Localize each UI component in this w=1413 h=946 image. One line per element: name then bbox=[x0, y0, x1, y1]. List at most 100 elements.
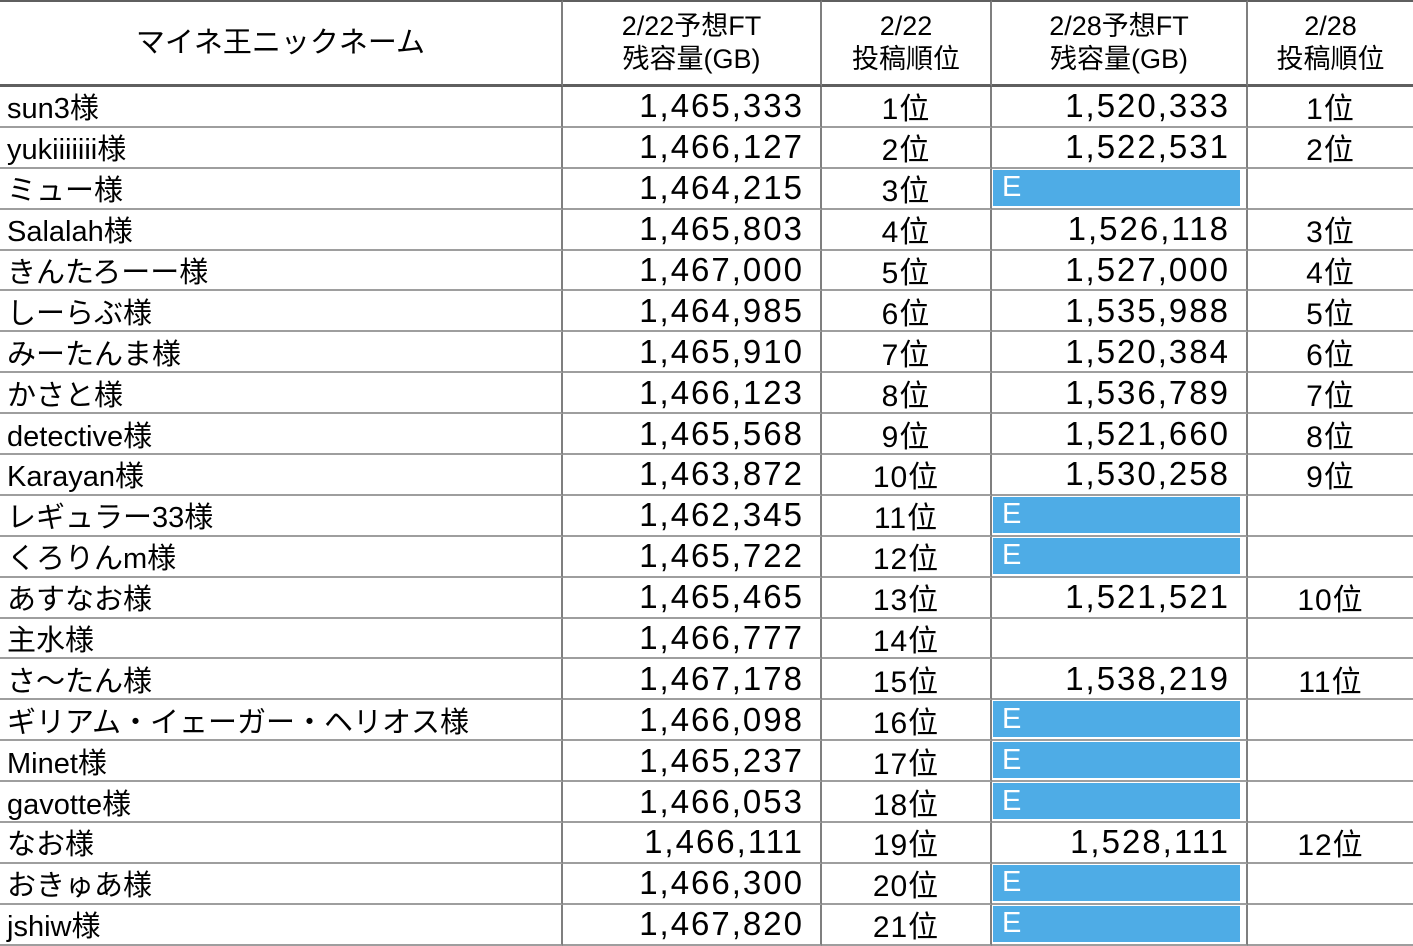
table-row: gavotte様 1,466,053 18位 E bbox=[0, 782, 1413, 824]
ft28-rank-cell bbox=[1248, 619, 1413, 660]
ft22-rank-cell: 6位 bbox=[822, 291, 992, 333]
nickname-cell: jshiw様 bbox=[0, 904, 563, 946]
ft22-rank-cell: 20位 bbox=[822, 863, 992, 905]
ft22-capacity-cell: 1,465,568 bbox=[563, 414, 822, 456]
ft22-rank-cell: 16位 bbox=[822, 700, 992, 742]
header-rank28: 2/28 投稿順位 bbox=[1248, 0, 1413, 87]
table-row: あすなお様 1,465,465 13位 1,521,521 10位 bbox=[0, 577, 1413, 619]
ft22-rank-cell: 8位 bbox=[822, 373, 992, 415]
nickname-cell: しーらぶ様 bbox=[0, 291, 563, 333]
header-ft22-line2: 残容量(GB) bbox=[622, 44, 761, 74]
ft28-rank-cell: 9位 bbox=[1248, 455, 1413, 496]
nickname-cell: みーたんま様 bbox=[0, 332, 563, 374]
table-row: なお様 1,466,111 19位 1,528,111 12位 bbox=[0, 823, 1413, 864]
header-ft28-capacity: 2/28予想FT 残容量(GB) bbox=[992, 0, 1248, 87]
ft22-rank-cell: 9位 bbox=[822, 414, 992, 456]
ft22-rank-cell: 12位 bbox=[822, 536, 992, 578]
ft22-capacity-cell: 1,467,000 bbox=[563, 250, 822, 292]
ft22-capacity-cell: 1,463,872 bbox=[563, 455, 822, 496]
ft22-capacity-cell: 1,466,098 bbox=[563, 700, 822, 742]
nickname-cell: ミュー様 bbox=[0, 168, 563, 210]
table-row: sun3様 1,465,333 1位 1,520,333 1位 bbox=[0, 87, 1413, 128]
nickname-cell: gavotte様 bbox=[0, 782, 563, 824]
header-rank28-line2: 投稿順位 bbox=[1276, 44, 1385, 74]
ft28-capacity-cell: E bbox=[992, 700, 1248, 742]
table-row: きんたろーー様 1,467,000 5位 1,527,000 4位 bbox=[0, 250, 1413, 292]
nickname-cell: ギリアム・イェーガー・ヘリオス様 bbox=[0, 700, 563, 742]
ft22-capacity-cell: 1,464,985 bbox=[563, 291, 822, 333]
header-rank28-line1: 2/28 bbox=[1304, 11, 1357, 41]
nickname-cell: なお様 bbox=[0, 823, 563, 864]
ft22-rank-cell: 21位 bbox=[822, 904, 992, 946]
ft28-capacity-cell: 1,536,789 bbox=[992, 373, 1248, 415]
table-body: sun3様 1,465,333 1位 1,520,333 1位 yukiiiiiii様 1,… bbox=[0, 87, 1413, 946]
ft22-capacity-cell: 1,466,300 bbox=[563, 863, 822, 905]
ft28-capacity-cell: E bbox=[992, 168, 1248, 210]
header-rank22-line2: 投稿順位 bbox=[852, 44, 960, 74]
highlighted-editing-cell: E bbox=[993, 537, 1240, 574]
table-row: おきゅあ様 1,466,300 20位 E bbox=[0, 863, 1413, 905]
header-ft28-line2: 残容量(GB) bbox=[1050, 44, 1188, 74]
ft22-rank-cell: 4位 bbox=[822, 209, 992, 251]
ft28-capacity-cell: 1,535,988 bbox=[992, 291, 1248, 333]
nickname-cell: あすなお様 bbox=[0, 577, 563, 619]
ft22-capacity-cell: 1,465,722 bbox=[563, 536, 822, 578]
nickname-cell: 主水様 bbox=[0, 618, 563, 660]
ft28-rank-cell bbox=[1248, 496, 1413, 537]
ft22-rank-cell: 7位 bbox=[822, 332, 992, 374]
ft22-rank-cell: 13位 bbox=[822, 577, 992, 619]
ft28-rank-cell bbox=[1248, 700, 1413, 742]
ft22-capacity-cell: 1,465,803 bbox=[563, 209, 822, 251]
ft22-capacity-cell: 1,466,777 bbox=[563, 618, 822, 660]
highlighted-editing-cell: E bbox=[993, 783, 1240, 820]
ft28-rank-cell bbox=[1248, 905, 1413, 946]
table-row: yukiiiiiii様 1,466,127 2位 1,522,531 2位 bbox=[0, 127, 1413, 169]
ft22-capacity-cell: 1,466,111 bbox=[563, 823, 822, 864]
ft22-rank-cell: 3位 bbox=[822, 168, 992, 210]
header-nickname-label: マイネ王ニックネーム bbox=[135, 26, 426, 59]
ft28-rank-cell: 3位 bbox=[1248, 210, 1413, 251]
ft28-capacity-cell: 1,538,219 bbox=[992, 659, 1248, 701]
ft28-rank-cell: 12位 bbox=[1248, 823, 1413, 864]
ft28-rank-cell: 4位 bbox=[1248, 251, 1413, 292]
ft22-rank-cell: 18位 bbox=[822, 782, 992, 824]
ft28-capacity-cell: 1,527,000 bbox=[992, 250, 1248, 292]
ft28-capacity-cell: 1,521,660 bbox=[992, 414, 1248, 456]
table-row: ミュー様 1,464,215 3位 E bbox=[0, 168, 1413, 210]
ft28-rank-cell: 5位 bbox=[1248, 291, 1413, 333]
table-row: Minet様 1,465,237 17位 E bbox=[0, 741, 1413, 783]
ft22-rank-cell: 11位 bbox=[822, 495, 992, 537]
ft28-rank-cell bbox=[1248, 169, 1413, 210]
highlighted-editing-cell: E bbox=[993, 169, 1240, 206]
ft28-capacity-cell: 1,521,521 bbox=[992, 577, 1248, 619]
header-ft22-capacity: 2/22予想FT 残容量(GB) bbox=[563, 0, 822, 87]
nickname-cell: かさと様 bbox=[0, 373, 563, 415]
ft22-capacity-cell: 1,464,215 bbox=[563, 168, 822, 210]
table-row: しーらぶ様 1,464,985 6位 1,535,988 5位 bbox=[0, 291, 1413, 333]
ft22-capacity-cell: 1,467,178 bbox=[563, 659, 822, 701]
ft28-capacity-cell: E bbox=[992, 904, 1248, 946]
ft28-rank-cell bbox=[1248, 864, 1413, 905]
ft28-capacity-cell bbox=[992, 618, 1248, 660]
ft28-capacity-cell: 1,526,118 bbox=[992, 209, 1248, 251]
header-ft28-line1: 2/28予想FT bbox=[1049, 11, 1189, 41]
ft28-rank-cell: 11位 bbox=[1248, 659, 1413, 701]
ft28-rank-cell: 8位 bbox=[1248, 414, 1413, 456]
ft28-capacity-cell: 1,528,111 bbox=[992, 823, 1248, 864]
header-nickname: マイネ王ニックネーム bbox=[0, 0, 563, 87]
ft22-rank-cell: 19位 bbox=[822, 823, 992, 864]
table-row: Karayan様 1,463,872 10位 1,530,258 9位 bbox=[0, 455, 1413, 496]
header-rank22-line1: 2/22 bbox=[879, 11, 933, 41]
highlighted-editing-cell: E bbox=[993, 905, 1240, 942]
ft28-rank-cell bbox=[1248, 741, 1413, 783]
ft28-capacity-cell: E bbox=[992, 495, 1248, 537]
table-row: さ～たん様 1,467,178 15位 1,538,219 11位 bbox=[0, 659, 1413, 701]
highlighted-editing-cell: E bbox=[993, 701, 1240, 738]
table-row: くろりんm様 1,465,722 12位 E bbox=[0, 536, 1413, 578]
nickname-cell: Salalah様 bbox=[0, 209, 563, 251]
table-row: レギュラー33様 1,462,345 11位 E bbox=[0, 495, 1413, 537]
nickname-cell: yukiiiiiii様 bbox=[0, 127, 563, 169]
table-row: ギリアム・イェーガー・ヘリオス様 1,466,098 16位 E bbox=[0, 700, 1413, 742]
ft28-rank-cell bbox=[1248, 537, 1413, 578]
